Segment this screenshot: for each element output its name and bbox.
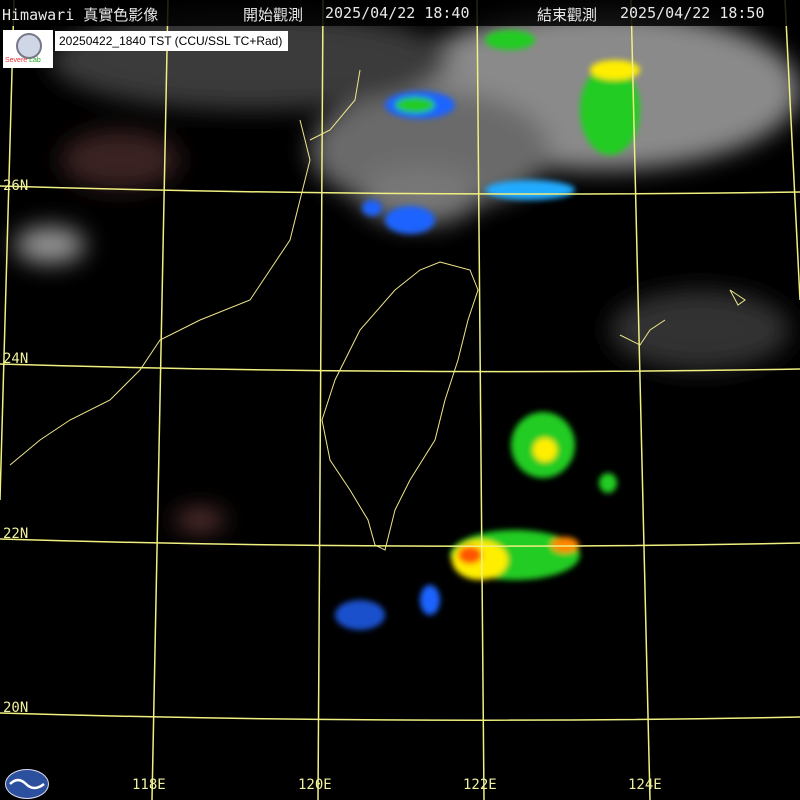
lat-label-22n: 22N <box>3 526 29 542</box>
lat-label-20n: 20N <box>3 700 29 716</box>
grid-line-124e <box>630 0 651 800</box>
grid-line-116e <box>0 0 15 501</box>
lon-label-120e: 120E <box>298 777 332 793</box>
product-label: 20250422_1840 TST (CCU/SSL TC+Rad) <box>55 31 289 51</box>
wave-icon <box>9 778 45 790</box>
lat-label-26n: 26N <box>3 178 29 194</box>
grid-line-118e <box>151 0 169 800</box>
grid-line-20n <box>0 712 800 721</box>
start-label: 開始觀測 <box>243 6 304 24</box>
grid-line-26n <box>0 185 800 195</box>
end-time: 2025/04/22 18:50 <box>620 4 765 22</box>
header-bar: Himawari 真實色影像 開始觀測 2025/04/22 18:40 結束觀… <box>0 0 800 26</box>
grid-line-122e <box>476 0 485 800</box>
lon-label-118e: 118E <box>132 777 166 793</box>
end-label: 結束觀測 <box>537 6 598 24</box>
grid-line-22n <box>0 538 800 547</box>
start-time: 2025/04/22 18:40 <box>325 4 470 22</box>
lab-logo: Severe Lab <box>3 30 53 68</box>
lon-label-122e: 122E <box>463 777 497 793</box>
cwa-logo <box>5 769 49 799</box>
header-title: Himawari 真實色影像 <box>2 6 159 24</box>
lat-label-24n: 24N <box>3 351 29 367</box>
seal-icon <box>16 33 42 59</box>
lon-label-124e: 124E <box>628 777 662 793</box>
cloud-layer <box>15 10 800 530</box>
coastline-taiwan <box>9 69 746 551</box>
lab-logo-text: Severe Lab <box>5 57 41 64</box>
grid-line-126e <box>784 0 800 301</box>
grid-line-24n <box>0 363 800 373</box>
grid-line-120e <box>317 0 324 800</box>
